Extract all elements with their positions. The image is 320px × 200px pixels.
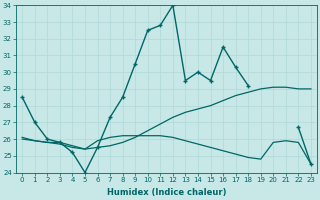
X-axis label: Humidex (Indice chaleur): Humidex (Indice chaleur) — [107, 188, 226, 197]
